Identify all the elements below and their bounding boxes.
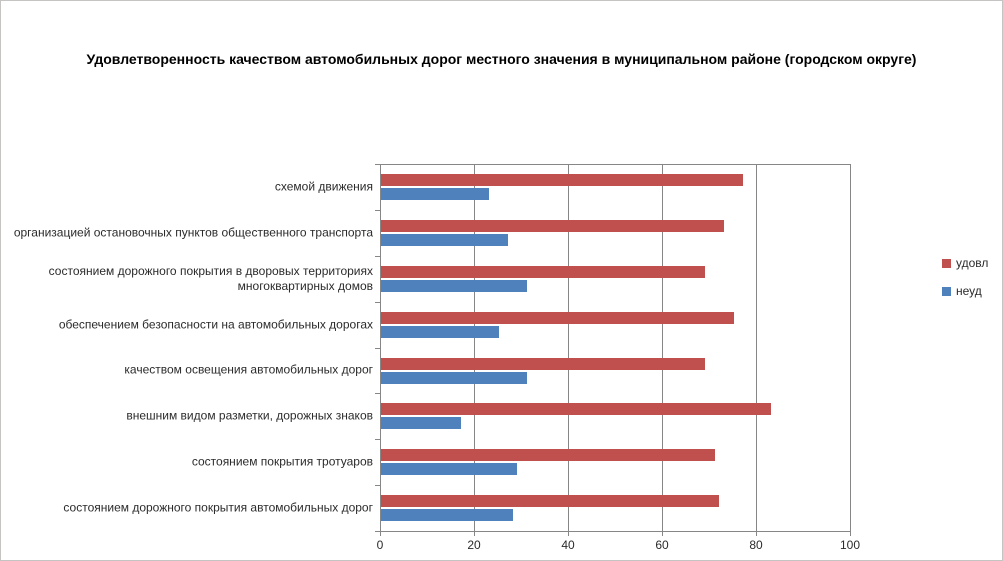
x-axis-tick-20 [474, 532, 475, 536]
bar-satisfied-row8 [381, 495, 719, 507]
bar-satisfied-row6 [381, 403, 771, 415]
legend-swatch-satisfied-icon [942, 258, 951, 268]
x-axis-tick-60 [662, 532, 663, 536]
bar-unsatisfied-row2 [381, 234, 508, 246]
legend-label-unsatisfied: неуд [956, 284, 982, 298]
x-axis-tick-0 [380, 532, 381, 536]
x-axis-tick-100 [850, 532, 851, 536]
x-axis-tick-40 [568, 532, 569, 536]
bar-unsatisfied-row5 [381, 372, 527, 384]
bar-satisfied-row3 [381, 266, 705, 278]
bar-unsatisfied-row1 [381, 188, 489, 200]
category-label-5: качеством освещения автомобильных дорог [124, 362, 373, 377]
category-axis-tick [375, 302, 380, 303]
x-axis-tick-label: 40 [561, 538, 575, 552]
x-axis-tick-label: 100 [839, 538, 861, 552]
bar-unsatisfied-row7 [381, 463, 517, 475]
value-axis-line [380, 164, 381, 531]
category-axis-tick [375, 348, 380, 349]
bar-unsatisfied-row4 [381, 326, 499, 338]
category-axis-tick [375, 439, 380, 440]
category-axis-tick [375, 485, 380, 486]
category-label-1: схемой движения [274, 179, 373, 194]
category-label-2: организацией остановочных пунктов общест… [13, 225, 373, 240]
bar-unsatisfied-row6 [381, 417, 461, 429]
chart-title: Удовлетворенность качеством автомобильны… [86, 51, 917, 67]
category-label-4: обеспечением безопасности на автомобильн… [58, 317, 373, 332]
category-axis-tick [375, 256, 380, 257]
category-axis-tick [375, 393, 380, 394]
legend-swatch-unsatisfied-icon [942, 286, 951, 296]
legend: удовл неуд [942, 256, 988, 312]
bar-unsatisfied-row3 [381, 280, 527, 292]
x-axis-tick-label: 80 [749, 538, 763, 552]
category-label-6: внешним видом разметки, дорожных знаков [126, 408, 373, 423]
bar-satisfied-row4 [381, 312, 734, 324]
category-axis-labels: схемой движения организацией остановочных… [13, 164, 373, 531]
legend-item-satisfied: удовл [942, 256, 988, 270]
bar-satisfied-row2 [381, 220, 724, 232]
plot-area [375, 164, 851, 536]
x-axis-tick-label: 0 [376, 538, 384, 552]
x-axis-tick-80 [756, 532, 757, 536]
plot-border-top [380, 164, 851, 165]
x-axis-line [380, 531, 851, 532]
category-axis-tick [375, 210, 380, 211]
category-label-8: состоянием дорожного покрытия автомобиль… [63, 500, 373, 515]
category-axis-tick [375, 164, 380, 165]
bar-unsatisfied-row8 [381, 509, 513, 521]
bar-satisfied-row5 [381, 358, 705, 370]
x-axis-tick-label: 20 [467, 538, 481, 552]
legend-item-unsatisfied: неуд [942, 284, 988, 298]
gridline-20 [474, 164, 475, 531]
x-axis-labels: 0 20 40 60 80 100 [376, 538, 860, 554]
category-label-3: состоянием дорожного покрытия в дворовых… [48, 263, 373, 293]
category-label-7: состоянием покрытия тротуаров [191, 454, 373, 469]
gridline-80 [756, 164, 757, 531]
gridline-40 [568, 164, 569, 531]
plot-border-right [850, 164, 851, 531]
x-axis-tick-label: 60 [655, 538, 669, 552]
bar-satisfied-row7 [381, 449, 715, 461]
bar-satisfied-row1 [381, 174, 743, 186]
category-axis-tick [375, 531, 380, 532]
legend-label-satisfied: удовл [956, 256, 989, 270]
gridline-60 [662, 164, 663, 531]
